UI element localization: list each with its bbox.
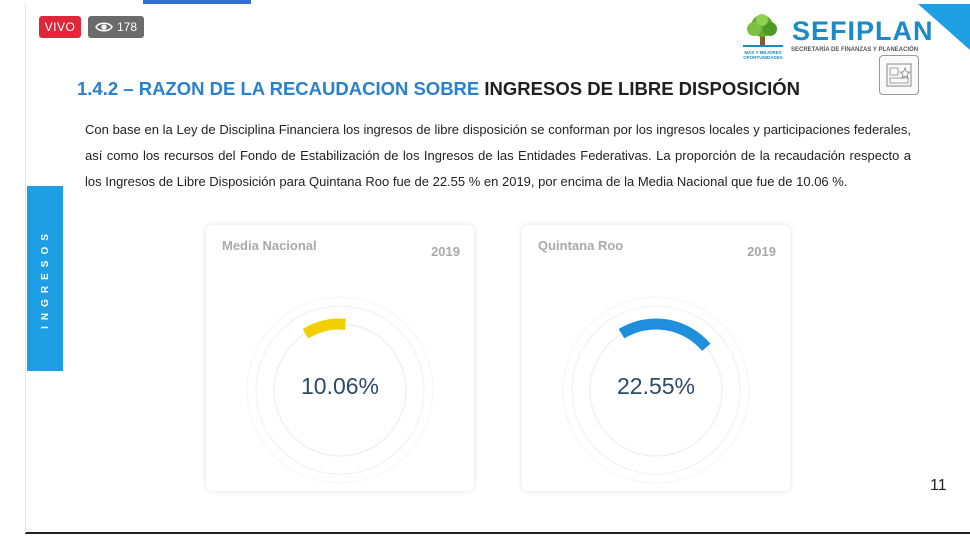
card-quintana-roo: Quintana Roo 2019 22.55% [522,225,790,491]
slide-paragraph: Con base en la Ley de Disciplina Financi… [85,122,911,189]
slide-heading: 1.4.2 – RAZON DE LA RECAUDACION SOBRE IN… [77,78,800,100]
top-accent-bar [143,0,251,4]
card-year: 2019 [747,244,776,259]
card-media-nacional: Media Nacional 2019 10.06% [206,225,474,491]
top-strip [0,0,970,4]
sefiplan-logo: SEFIPLAN SECRETARÍA DE FINANZAS Y PLANEA… [733,12,933,62]
gauge-media-nacional [246,296,434,484]
gauge-arc-quintana-roo [618,318,711,351]
page-number: 11 [930,477,947,494]
viewer-count-badge: 178 [88,16,144,38]
tree-logo-icon [743,14,783,47]
side-tab-label: INGRESOS [39,228,51,329]
logo-tagline: MÁS Y MEJORES OPORTUNIDADES [743,50,783,60]
gauge-arc-media-nacional [302,318,346,339]
card-title: Media Nacional [222,238,317,253]
heading-dark-part: INGRESOS DE LIBRE DISPOSICIÓN [484,78,800,99]
seal-icon [879,55,919,95]
gauge-value: 10.06% [300,373,379,399]
side-tab-ingresos: INGRESOS [27,186,63,371]
eye-icon [95,22,113,32]
viewer-count: 178 [116,20,138,34]
logo-wordmark: SEFIPLAN [792,16,934,46]
presentation-slide [25,4,970,534]
gauge-quintana-roo [562,296,750,484]
logo-subtitle: SECRETARÍA DE FINANZAS Y PLANEACIÓN [791,47,919,53]
live-badge: VIVO [39,16,81,38]
gauge-value: 22.55% [616,373,695,399]
card-title: Quintana Roo [538,238,624,253]
heading-blue-part: 1.4.2 – RAZON DE LA RECAUDACION SOBRE [77,78,480,99]
corner-decoration [918,4,970,50]
card-year: 2019 [431,244,460,259]
